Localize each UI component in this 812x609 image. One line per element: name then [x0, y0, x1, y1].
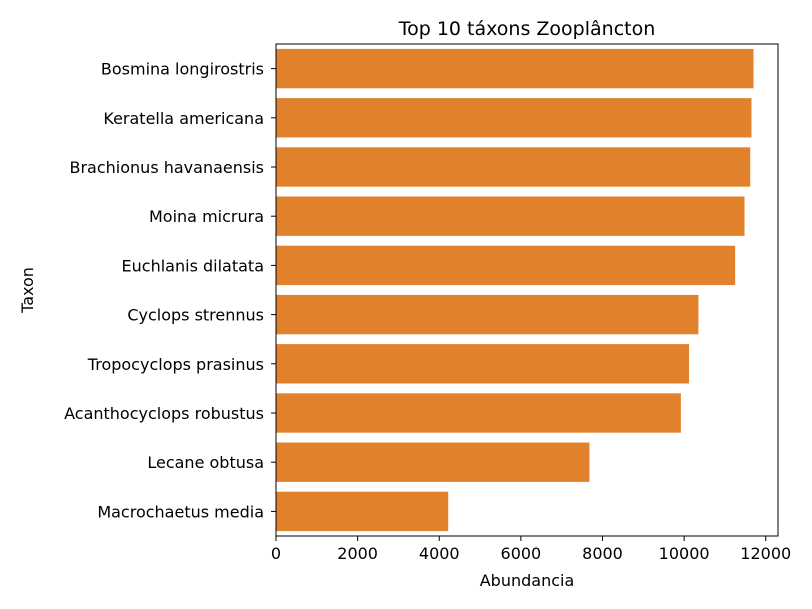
x-tick-label: 12000: [740, 544, 791, 563]
x-tick-label: 6000: [501, 544, 542, 563]
bar: [276, 98, 752, 138]
y-tick-label: Cyclops strennus: [127, 306, 264, 325]
y-tick-label: Tropocyclops prasinus: [87, 355, 264, 374]
y-axis-label: Taxon: [18, 267, 37, 314]
bar: [276, 344, 690, 384]
bar: [276, 196, 745, 236]
bar: [276, 491, 449, 532]
y-tick-label: Macrochaetus media: [97, 502, 264, 521]
y-tick-label: Acanthocyclops robustus: [64, 404, 264, 423]
x-tick-label: 0: [271, 544, 281, 563]
bar: [276, 48, 754, 89]
x-tick-label: 10000: [659, 544, 710, 563]
y-tick-label: Brachionus havanaensis: [70, 158, 265, 177]
y-tick-label: Bosmina longirostris: [101, 60, 264, 79]
bar: [276, 393, 681, 433]
y-tick-label: Moina micrura: [149, 207, 264, 226]
bar: [276, 147, 751, 187]
y-tick-label: Euchlanis dilatata: [122, 256, 264, 275]
bar: [276, 442, 590, 482]
x-tick-label: 4000: [419, 544, 460, 563]
bar: [276, 245, 736, 286]
bar: [276, 294, 699, 335]
x-tick-label: 2000: [337, 544, 378, 563]
plot-frame: [275, 43, 779, 537]
x-axis-label: Abundancia: [480, 571, 575, 590]
plot-area: Bosmina longirostris Keratella americana B…: [64, 43, 791, 563]
y-tick-label: Lecane obtusa: [147, 453, 264, 472]
x-tick-label: 8000: [582, 544, 623, 563]
y-tick-label: Keratella americana: [103, 109, 264, 128]
chart-title: Top 10 táxons Zooplâncton: [398, 18, 656, 40]
